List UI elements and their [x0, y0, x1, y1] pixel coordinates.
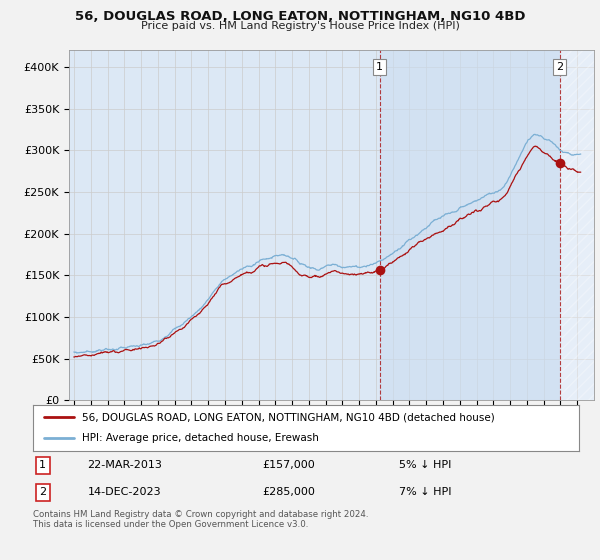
- Text: 2: 2: [556, 62, 563, 72]
- Text: 56, DOUGLAS ROAD, LONG EATON, NOTTINGHAM, NG10 4BD (detached house): 56, DOUGLAS ROAD, LONG EATON, NOTTINGHAM…: [82, 412, 495, 422]
- Text: 22-MAR-2013: 22-MAR-2013: [88, 460, 163, 470]
- Text: Contains HM Land Registry data © Crown copyright and database right 2024.
This d: Contains HM Land Registry data © Crown c…: [33, 510, 368, 529]
- Text: 1: 1: [40, 460, 46, 470]
- Text: 56, DOUGLAS ROAD, LONG EATON, NOTTINGHAM, NG10 4BD: 56, DOUGLAS ROAD, LONG EATON, NOTTINGHAM…: [75, 10, 525, 22]
- Text: 7% ↓ HPI: 7% ↓ HPI: [399, 487, 451, 497]
- Text: 5% ↓ HPI: 5% ↓ HPI: [399, 460, 451, 470]
- Bar: [380, 50, 560, 400]
- Text: £285,000: £285,000: [262, 487, 315, 497]
- Text: Price paid vs. HM Land Registry's House Price Index (HPI): Price paid vs. HM Land Registry's House …: [140, 21, 460, 31]
- Text: 2: 2: [39, 487, 46, 497]
- Text: 1: 1: [376, 62, 383, 72]
- Text: HPI: Average price, detached house, Erewash: HPI: Average price, detached house, Erew…: [82, 433, 319, 444]
- Bar: [560, 50, 600, 400]
- Text: 14-DEC-2023: 14-DEC-2023: [88, 487, 161, 497]
- Text: £157,000: £157,000: [262, 460, 315, 470]
